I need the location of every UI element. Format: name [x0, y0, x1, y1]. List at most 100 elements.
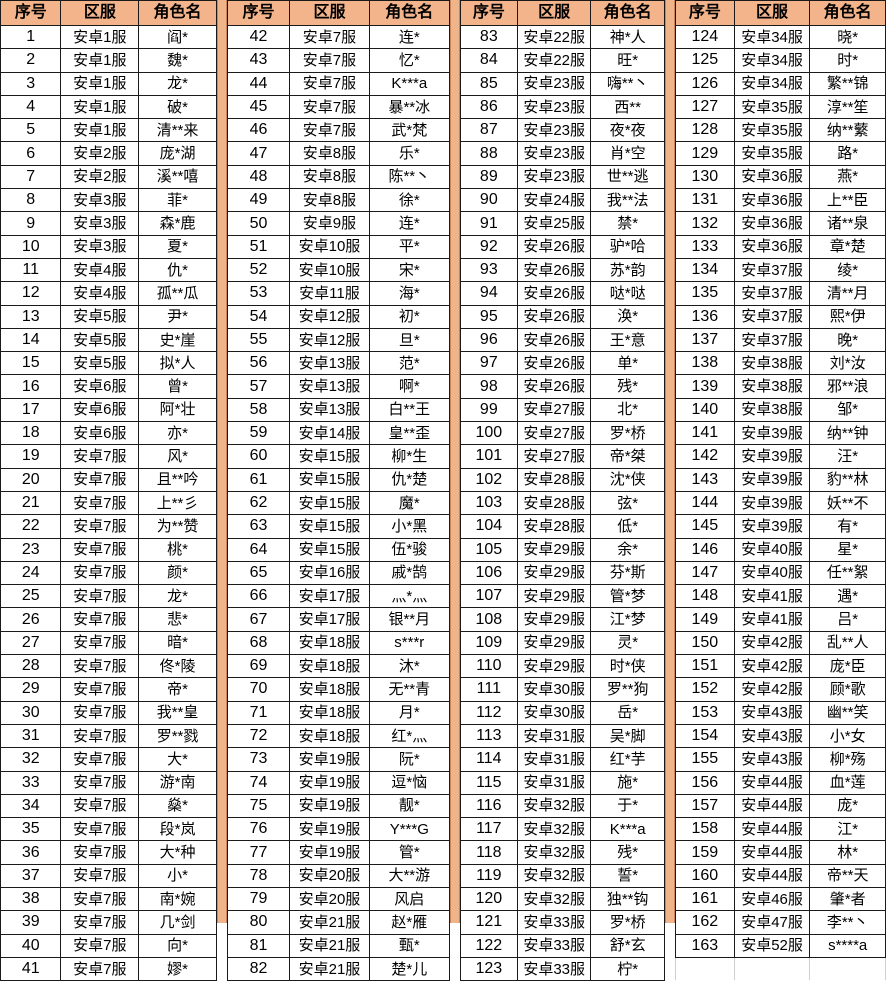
- cell-index: 90: [459, 188, 518, 213]
- cell-role-name: 几*剑: [138, 910, 217, 935]
- cell-role-name: 施*: [590, 770, 665, 795]
- cell-server: 安卓36服: [733, 211, 811, 236]
- cell-server: 安卓29服: [516, 607, 592, 632]
- header-role-name: 角色名: [809, 0, 886, 26]
- cell-index: 22: [0, 514, 62, 539]
- cell-server: 安卓19服: [289, 793, 370, 819]
- cell-role-name: 乐*: [368, 141, 450, 166]
- table-row: 156 安卓44服 血*莲: [674, 770, 886, 795]
- cell-index: 125: [674, 48, 735, 73]
- cell-index: 63: [226, 514, 291, 539]
- cell-role-name: 晚*: [809, 327, 886, 353]
- table-row: 79 安卓20服 风启: [226, 886, 450, 912]
- cell-role-name: 邹*: [809, 397, 886, 423]
- table-row: 133 安卓36服 章*楚: [674, 234, 886, 259]
- cell-server: 安卓40服: [733, 537, 811, 562]
- cell-role-name: 武*梵: [368, 118, 450, 143]
- cell-role-name: 旺*: [590, 48, 665, 73]
- cell-server: 安卓23服: [516, 94, 592, 120]
- cell-server: 安卓40服: [733, 560, 811, 586]
- cell-server: 安卓6服: [60, 374, 140, 399]
- table-row: 114 安卓31服 红*芋: [459, 747, 665, 772]
- cell-role-name: 苏*韵: [590, 257, 665, 283]
- cell-server: 安卓28服: [516, 490, 592, 516]
- cell-role-name: 皇**歪: [368, 421, 450, 446]
- cell-server: 安卓36服: [733, 188, 811, 213]
- cell-role-name: 残*: [590, 840, 665, 865]
- cell-server: 安卓26服: [516, 234, 592, 259]
- cell-server: 安卓1服: [60, 48, 140, 73]
- cell-role-name: 灬*灬: [368, 584, 450, 609]
- cell-server: 安卓4服: [60, 281, 140, 306]
- cell-index: 77: [226, 840, 291, 865]
- table-row: 110 安卓29服 时*侠: [459, 654, 665, 679]
- cell-role-name: 血*莲: [809, 770, 886, 795]
- table-row: 49 安卓8服 徐*: [226, 188, 450, 213]
- cell-server: 安卓43服: [733, 723, 811, 749]
- cell-server: 安卓41服: [733, 584, 811, 609]
- cell-role-name: 于*: [590, 793, 665, 819]
- cell-index: 33: [0, 770, 62, 795]
- header-index: 序号: [459, 0, 518, 26]
- table-row: 17 安卓6服 阿*壮: [0, 397, 217, 423]
- cell-role-name: K***a: [590, 817, 665, 842]
- table-row: 58 安卓13服 白**王: [226, 397, 450, 423]
- cell-role-name: 范*: [368, 351, 450, 376]
- cell-role-name: 汪*: [809, 444, 886, 469]
- cell-index: 23: [0, 537, 62, 562]
- table-row: 80 安卓21服 赵*雁: [226, 910, 450, 935]
- cell-server: 安卓7服: [60, 700, 140, 725]
- cell-index: 127: [674, 94, 735, 120]
- cell-server: 安卓7服: [289, 24, 370, 50]
- cell-server: 安卓43服: [733, 700, 811, 725]
- cell-server: 安卓19服: [289, 840, 370, 865]
- cell-server: 安卓7服: [60, 654, 140, 679]
- cell-role-name: 魔*: [368, 490, 450, 516]
- table-row: 54 安卓12服 初*: [226, 304, 450, 329]
- cell-server: 安卓7服: [60, 490, 140, 516]
- cell-role-name: 森*鹿: [138, 211, 217, 236]
- table-row: 44 安卓7服 K***a: [226, 71, 450, 96]
- cell-server: 安卓7服: [60, 886, 140, 912]
- table-row: 65 安卓16服 戚*鹄: [226, 560, 450, 586]
- table-row: 102 安卓28服 沈*侠: [459, 467, 665, 492]
- table-row: 45 安卓7服 暴**冰: [226, 94, 450, 120]
- cell-role-name: 罗**狗: [590, 677, 665, 702]
- cell-server: 安卓34服: [733, 71, 811, 96]
- cell-role-name: 上**彡: [138, 490, 217, 516]
- cell-role-name: 庞*: [809, 793, 886, 819]
- column-separator-3: [664, 0, 675, 923]
- cell-role-name: 史*崖: [138, 327, 217, 353]
- cell-role-name: 初*: [368, 304, 450, 329]
- table-row: 5 安卓1服 清**来: [0, 118, 217, 143]
- table-row: 61 安卓15服 仇*楚: [226, 467, 450, 492]
- cell-server: 安卓34服: [733, 48, 811, 73]
- cell-server: 安卓32服: [516, 793, 592, 819]
- cell-server: 安卓19服: [289, 770, 370, 795]
- table-row: 137 安卓37服 晚*: [674, 327, 886, 353]
- table-row: 103 安卓28服 弦*: [459, 490, 665, 516]
- cell-server: 安卓42服: [733, 654, 811, 679]
- cell-server: 安卓39服: [733, 467, 811, 492]
- cell-server: 安卓17服: [289, 607, 370, 632]
- cell-role-name: 暴**冰: [368, 94, 450, 120]
- table-row: 69 安卓18服 沐*: [226, 654, 450, 679]
- cell-index: 58: [226, 397, 291, 423]
- table-row: 106 安卓29服 芬*斯: [459, 560, 665, 586]
- table-row: 87 安卓23服 夜*夜: [459, 118, 665, 143]
- cell-index: 36: [0, 840, 62, 865]
- cell-index: 109: [459, 630, 518, 656]
- cell-role-name: 小*女: [809, 723, 886, 749]
- cell-server: 安卓13服: [289, 351, 370, 376]
- cell-index: 18: [0, 421, 62, 446]
- cell-server: 安卓43服: [733, 747, 811, 772]
- cell-server: 安卓7服: [60, 863, 140, 888]
- cell-index: 53: [226, 281, 291, 306]
- cell-role-name: 菲*: [138, 188, 217, 213]
- cell-index: 162: [674, 910, 735, 935]
- cell-index: 9: [0, 211, 62, 236]
- table-row: 40 安卓7服 向*: [0, 933, 217, 958]
- cell-index: 16: [0, 374, 62, 399]
- cell-role-name: Y***G: [368, 817, 450, 842]
- cell-role-name: 啊*: [368, 374, 450, 399]
